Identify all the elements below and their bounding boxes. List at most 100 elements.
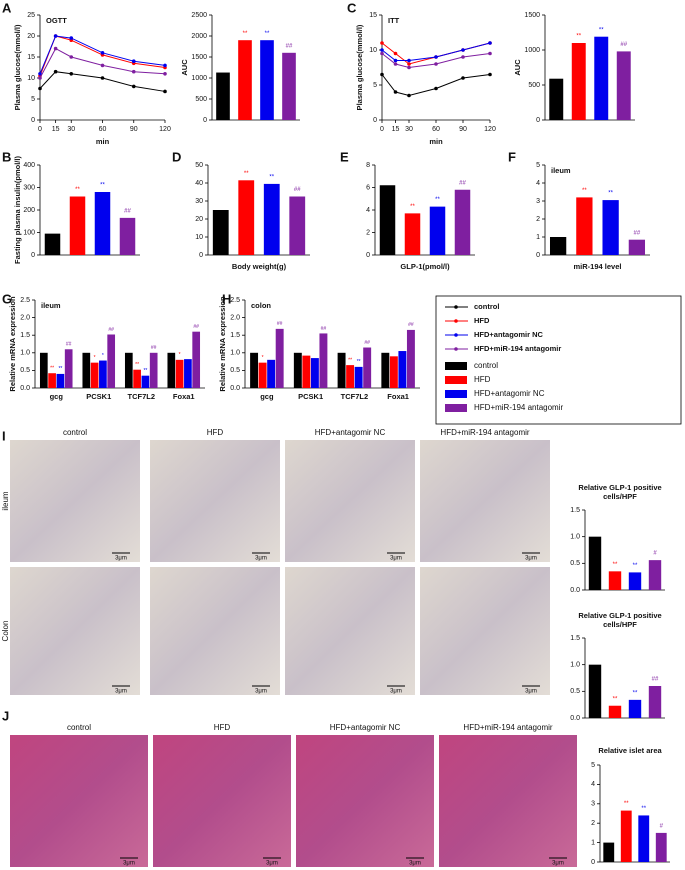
legend-dot bbox=[454, 305, 458, 309]
y-tick-label: 5 bbox=[536, 162, 540, 169]
significance-mark: ** bbox=[135, 362, 139, 368]
x-tick-label: gcg bbox=[50, 392, 64, 401]
legend-label: HFD+miR-194 antagomir bbox=[474, 403, 563, 412]
y-tick-label: 500 bbox=[528, 82, 540, 89]
significance-mark: ** bbox=[244, 171, 249, 177]
chart-title: ITT bbox=[388, 16, 400, 25]
data-point bbox=[434, 55, 438, 59]
y-tick-label: 0 bbox=[373, 117, 377, 124]
scale-bar-label: 3μm bbox=[409, 861, 421, 867]
significance-mark: ## bbox=[620, 42, 627, 48]
bar bbox=[655, 832, 667, 862]
significance-mark: ## bbox=[459, 180, 466, 186]
micrograph bbox=[10, 735, 148, 867]
panel-letter: G bbox=[2, 291, 12, 306]
bar bbox=[263, 183, 280, 255]
y-tick-label: 1 bbox=[536, 234, 540, 241]
bar bbox=[454, 189, 471, 255]
x-axis-label: GLP-1(pmol/l) bbox=[400, 262, 450, 271]
scale-bar-label: 3μm bbox=[390, 556, 402, 562]
data-point bbox=[69, 55, 74, 59]
y-axis-label: Relative mRNA expression bbox=[218, 296, 227, 392]
bar bbox=[379, 185, 396, 255]
data-point bbox=[461, 55, 465, 59]
y-tick-label: 20 bbox=[195, 216, 203, 223]
bar bbox=[260, 40, 274, 121]
bar bbox=[404, 213, 421, 255]
chart-title: colon bbox=[251, 301, 271, 310]
bar bbox=[628, 239, 646, 255]
panel-letter: B bbox=[2, 149, 11, 164]
scale-bar-label: 3μm bbox=[266, 861, 278, 867]
x-tick-label: Foxa1 bbox=[387, 392, 409, 401]
micrograph bbox=[439, 735, 577, 867]
y-tick-label: 1.0 bbox=[570, 662, 580, 669]
significance-mark: ## bbox=[277, 321, 283, 327]
y-tick-label: 1 bbox=[591, 839, 595, 846]
y-tick-label: 1.0 bbox=[20, 350, 30, 357]
bar bbox=[39, 352, 48, 388]
bar bbox=[175, 359, 184, 388]
y-tick-label: 0 bbox=[536, 117, 540, 124]
micrograph bbox=[420, 440, 550, 562]
y-axis-label: Fasting plasma insulin(pmol/l) bbox=[13, 156, 22, 264]
y-tick-label: 2.5 bbox=[230, 297, 240, 304]
legend-box bbox=[435, 295, 682, 425]
significance-mark: ** bbox=[143, 368, 147, 374]
legend-label: HFD bbox=[474, 375, 491, 384]
data-point bbox=[380, 41, 384, 45]
data-point bbox=[163, 72, 167, 76]
bar bbox=[282, 52, 296, 120]
series-line bbox=[381, 74, 491, 97]
significance-mark: ## bbox=[286, 43, 293, 49]
significance-mark: # bbox=[653, 551, 657, 557]
y-tick-label: 1000 bbox=[524, 47, 540, 54]
significance-mark: * bbox=[94, 355, 96, 361]
y-tick-label: 0 bbox=[366, 252, 370, 259]
bar bbox=[44, 233, 61, 255]
x-tick-label: 90 bbox=[130, 126, 138, 133]
bar bbox=[628, 572, 642, 590]
significance-mark: ## bbox=[108, 327, 114, 333]
bar bbox=[293, 352, 302, 388]
bar bbox=[302, 355, 311, 388]
y-axis-label: Plasma glucose(mmol/l) bbox=[13, 24, 22, 110]
y-tick-label: 5 bbox=[591, 762, 595, 769]
data-point bbox=[131, 69, 136, 74]
significance-mark: ** bbox=[100, 183, 105, 189]
micrograph bbox=[285, 440, 415, 562]
legend-label: HFD+antagomir NC bbox=[474, 330, 544, 339]
significance-mark: ** bbox=[576, 34, 581, 40]
significance-mark: * bbox=[179, 352, 181, 358]
image-column-label: HFD bbox=[214, 723, 231, 732]
y-tick-label: 2 bbox=[536, 216, 540, 223]
data-point bbox=[407, 65, 411, 70]
y-tick-label: 100 bbox=[23, 229, 35, 236]
bar bbox=[310, 358, 319, 388]
bar bbox=[603, 842, 615, 862]
bar bbox=[289, 196, 306, 255]
legend-label: control bbox=[474, 361, 498, 370]
significance-mark: ** bbox=[348, 357, 352, 363]
y-tick-label: 40 bbox=[195, 180, 203, 187]
bar bbox=[363, 347, 372, 388]
bar bbox=[267, 359, 276, 388]
significance-mark: * bbox=[262, 355, 264, 361]
y-tick-label: 10 bbox=[195, 234, 203, 241]
chart-title: Relative GLP-1 positive bbox=[578, 611, 661, 620]
bar bbox=[48, 373, 56, 388]
significance-mark: ** bbox=[435, 197, 440, 203]
bar bbox=[124, 352, 133, 388]
image-row-label: ileum bbox=[1, 491, 10, 510]
significance-mark: ## bbox=[294, 187, 301, 193]
y-tick-label: 0 bbox=[536, 252, 540, 259]
y-tick-label: 1.0 bbox=[230, 350, 240, 357]
bar bbox=[608, 571, 622, 590]
chart-title: Relative GLP-1 positive bbox=[578, 483, 661, 492]
scale-bar-label: 3μm bbox=[255, 689, 267, 695]
data-point bbox=[38, 72, 42, 76]
micrograph bbox=[10, 440, 140, 562]
y-tick-label: 2 bbox=[366, 229, 370, 236]
y-tick-label: 2000 bbox=[191, 33, 207, 40]
scale-bar-label: 3μm bbox=[123, 861, 135, 867]
